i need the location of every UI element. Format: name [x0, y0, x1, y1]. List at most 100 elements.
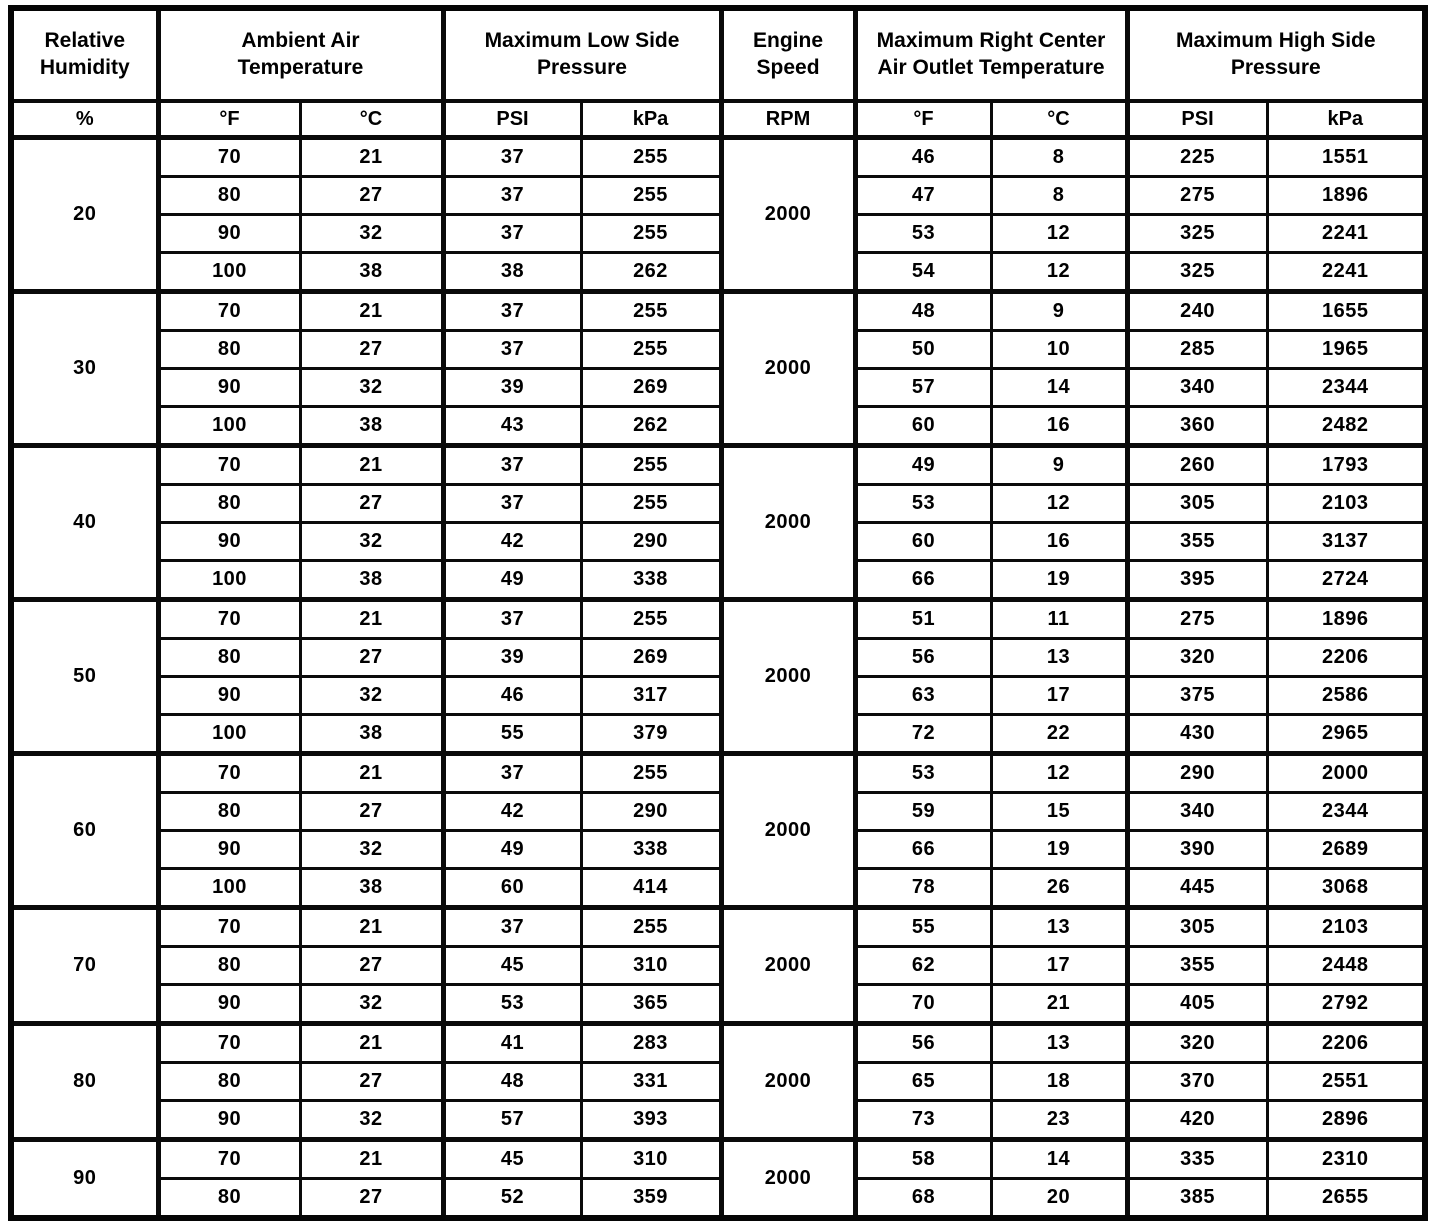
cell-outlet-temp-f: 49	[852, 443, 993, 486]
cell-outlet-temp-c: 8	[989, 135, 1129, 178]
cell-relative-humidity: 40	[9, 443, 160, 601]
cell-high-side-kpa: 2655	[1265, 1177, 1427, 1220]
unit-ambient-celsius: °C	[298, 99, 445, 140]
cell-outlet-temp-f: 50	[852, 329, 993, 370]
cell-high-side-psi: 395	[1124, 559, 1269, 601]
table-row: 100 38 43 262 60 16 360 2482	[11, 405, 1427, 447]
header-row: Relative Humidity Ambient Air Temperatur…	[9, 6, 1427, 103]
cell-low-side-psi: 49	[440, 559, 583, 601]
ac-performance-table: Relative Humidity Ambient Air Temperatur…	[8, 5, 1429, 1221]
cell-low-side-psi: 49	[440, 829, 583, 870]
cell-low-side-psi: 39	[440, 637, 583, 678]
cell-high-side-kpa: 1965	[1265, 329, 1427, 370]
cell-outlet-temp-f: 56	[852, 637, 993, 678]
cell-low-side-kpa: 255	[579, 329, 723, 370]
cell-outlet-temp-c: 13	[989, 637, 1129, 678]
cell-low-side-psi: 37	[440, 443, 583, 486]
cell-low-side-kpa: 255	[579, 289, 723, 332]
cell-high-side-kpa: 1896	[1265, 175, 1427, 216]
cell-ambient-temp-c: 27	[298, 1061, 445, 1102]
cell-high-side-psi: 240	[1124, 289, 1269, 332]
cell-outlet-temp-f: 63	[852, 675, 993, 716]
cell-ambient-temp-c: 21	[298, 443, 445, 486]
cell-ambient-temp-f: 90	[155, 367, 302, 408]
cell-high-side-kpa: 2206	[1265, 1021, 1427, 1064]
cell-high-side-psi: 445	[1124, 867, 1269, 909]
cell-low-side-psi: 60	[440, 867, 583, 909]
cell-high-side-kpa: 2586	[1265, 675, 1427, 716]
cell-outlet-temp-f: 65	[852, 1061, 993, 1102]
cell-ambient-temp-f: 80	[155, 329, 302, 370]
cell-low-side-kpa: 255	[579, 135, 723, 178]
cell-high-side-psi: 355	[1124, 521, 1269, 562]
cell-ambient-temp-f: 100	[155, 405, 302, 447]
cell-ambient-temp-f: 70	[155, 905, 302, 948]
cell-outlet-temp-f: 66	[852, 829, 993, 870]
table-body: 20 70 21 37 255 2000 46 8 225 1551 80 27 37 255 47 8 275…	[9, 135, 1427, 1220]
cell-high-side-kpa: 1896	[1265, 597, 1427, 640]
cell-outlet-temp-c: 22	[989, 713, 1129, 755]
cell-low-side-kpa: 255	[579, 751, 723, 794]
unit-humidity-percent: %	[9, 99, 160, 140]
cell-ambient-temp-c: 32	[298, 675, 445, 716]
cell-outlet-temp-c: 12	[989, 751, 1129, 794]
table-row: 80 27 37 255 50 10 285 1965	[11, 329, 1427, 370]
cell-low-side-psi: 45	[440, 945, 583, 986]
cell-high-side-psi: 305	[1124, 483, 1269, 524]
cell-outlet-temp-c: 12	[989, 483, 1129, 524]
cell-outlet-temp-c: 17	[989, 675, 1129, 716]
cell-outlet-temp-c: 12	[989, 213, 1129, 254]
cell-ambient-temp-c: 32	[298, 983, 445, 1025]
cell-ambient-temp-f: 80	[155, 175, 302, 216]
cell-high-side-kpa: 3137	[1265, 521, 1427, 562]
cell-high-side-kpa: 2792	[1265, 983, 1427, 1025]
cell-low-side-kpa: 414	[579, 867, 723, 909]
table-row: 80 27 42 290 59 15 340 2344	[11, 791, 1427, 832]
cell-relative-humidity: 20	[9, 135, 160, 293]
cell-outlet-temp-c: 15	[989, 791, 1129, 832]
cell-high-side-psi: 385	[1124, 1177, 1269, 1220]
cell-high-side-psi: 340	[1124, 791, 1269, 832]
cell-ambient-temp-f: 80	[155, 1177, 302, 1220]
cell-outlet-temp-c: 19	[989, 829, 1129, 870]
cell-outlet-temp-f: 57	[852, 367, 993, 408]
cell-ambient-temp-f: 70	[155, 443, 302, 486]
cell-ambient-temp-c: 21	[298, 597, 445, 640]
cell-ambient-temp-c: 27	[298, 637, 445, 678]
table-row: 80 27 37 255 53 12 305 2103	[11, 483, 1427, 524]
cell-ambient-temp-c: 32	[298, 367, 445, 408]
cell-low-side-psi: 42	[440, 521, 583, 562]
cell-outlet-temp-f: 55	[852, 905, 993, 948]
cell-ambient-temp-c: 27	[298, 329, 445, 370]
cell-outlet-temp-f: 47	[852, 175, 993, 216]
cell-relative-humidity: 80	[9, 1021, 160, 1141]
table-row: 80 27 52 359 68 20 385 2655	[11, 1177, 1427, 1220]
table-row: 90 32 53 365 70 21 405 2792	[11, 983, 1427, 1025]
table-row: 80 27 37 255 47 8 275 1896	[11, 175, 1427, 216]
cell-outlet-temp-f: 60	[852, 521, 993, 562]
cell-ambient-temp-f: 70	[155, 597, 302, 640]
header-engine-speed: Engine Speed	[718, 6, 857, 103]
cell-ambient-temp-f: 100	[155, 713, 302, 755]
table-row: 100 38 60 414 78 26 445 3068	[11, 867, 1427, 909]
cell-ambient-temp-f: 90	[155, 521, 302, 562]
cell-low-side-psi: 53	[440, 983, 583, 1025]
cell-outlet-temp-c: 23	[989, 1099, 1129, 1141]
cell-outlet-temp-f: 78	[852, 867, 993, 909]
cell-outlet-temp-c: 17	[989, 945, 1129, 986]
table-row: 90 32 46 317 63 17 375 2586	[11, 675, 1427, 716]
cell-ambient-temp-c: 32	[298, 213, 445, 254]
cell-high-side-kpa: 2448	[1265, 945, 1427, 986]
cell-high-side-psi: 370	[1124, 1061, 1269, 1102]
cell-low-side-kpa: 310	[579, 945, 723, 986]
cell-high-side-psi: 325	[1124, 213, 1269, 254]
cell-outlet-temp-c: 26	[989, 867, 1129, 909]
cell-low-side-kpa: 269	[579, 637, 723, 678]
table-row: 80 70 21 41 283 2000 56 13 320 2206	[9, 1021, 1427, 1141]
cell-engine-speed-rpm: 2000	[718, 1021, 857, 1141]
cell-ambient-temp-f: 70	[155, 289, 302, 332]
table-row: 90 32 57 393 73 23 420 2896	[11, 1099, 1427, 1141]
cell-outlet-temp-c: 20	[989, 1177, 1129, 1220]
cell-low-side-kpa: 290	[579, 521, 723, 562]
